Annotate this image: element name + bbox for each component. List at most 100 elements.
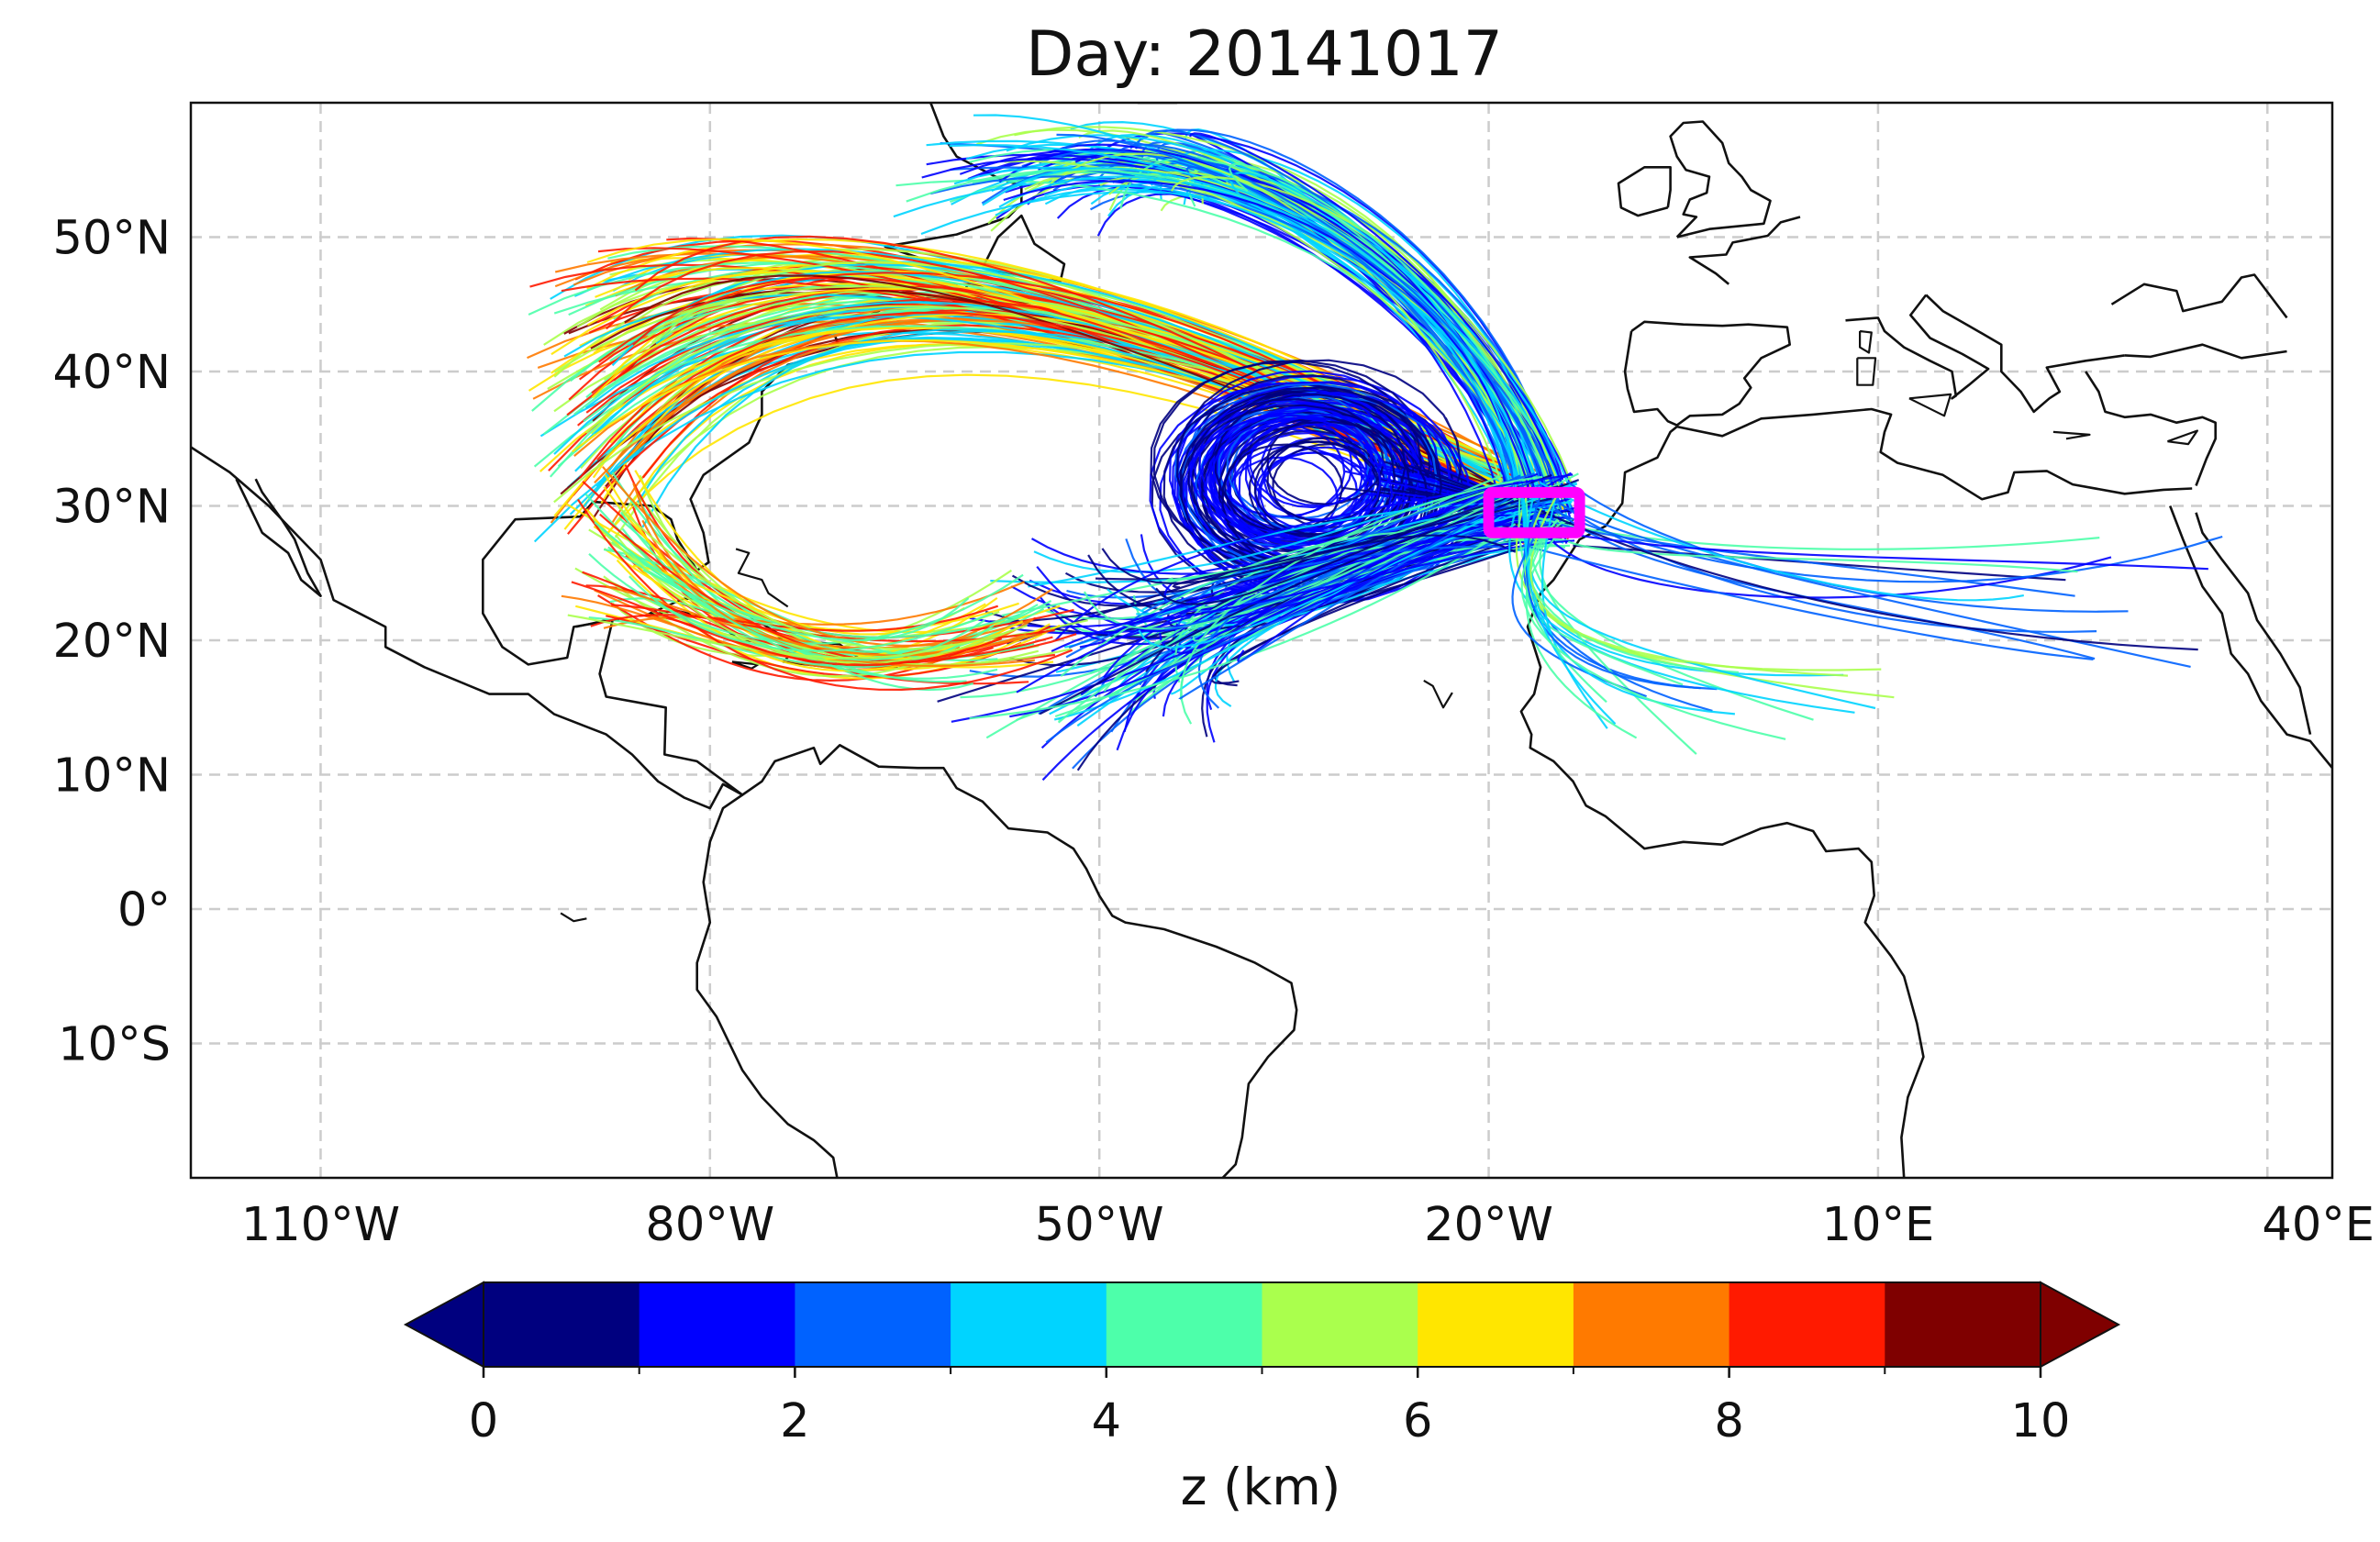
iberia-coast bbox=[1623, 320, 1791, 427]
galapagos-islands bbox=[560, 912, 587, 923]
trajectories bbox=[527, 114, 2223, 782]
trajectory-loop bbox=[1224, 443, 1541, 533]
sicily-island bbox=[1908, 393, 1952, 417]
latitude-tick-labels: 50°N 40°N 30°N 20°N 10°N 0° 10°S bbox=[52, 212, 171, 1072]
britain-coast bbox=[1669, 120, 1772, 239]
lat-tick-label: 50°N bbox=[52, 212, 171, 266]
lat-tick-label: 40°N bbox=[52, 346, 171, 400]
lat-tick-label: 20°N bbox=[52, 615, 171, 669]
map-panel[interactable]: 110°W 80°W 50°W 20°W 10°E 40°E 50°N 40°N 30°N 20… bbox=[52, 76, 2374, 1252]
colorbar-bin bbox=[484, 1282, 640, 1367]
trajectory-northern-arc bbox=[949, 143, 1518, 495]
trajectory-caribbean bbox=[628, 575, 993, 652]
trajectory-westerly bbox=[553, 284, 1553, 501]
trajectory-caribbean bbox=[602, 466, 1007, 647]
cyprus-island bbox=[2167, 429, 2198, 446]
colorbar-bin bbox=[1418, 1282, 1574, 1367]
trajectory-southward bbox=[1520, 529, 1786, 740]
colorbar-bin bbox=[1262, 1282, 1418, 1367]
trajectory-tradewind bbox=[969, 539, 1575, 628]
cape-verde-islands bbox=[1423, 679, 1453, 709]
colorbar-label: z (km) bbox=[1181, 1458, 1341, 1516]
lon-tick-label: 20°W bbox=[1424, 1198, 1553, 1252]
trajectory-southward bbox=[1508, 511, 1855, 714]
lat-tick-label: 0° bbox=[117, 883, 171, 937]
trajectory-tradewind bbox=[1008, 510, 1517, 635]
trajectory-eastward bbox=[1539, 481, 2024, 602]
colorbar-bin bbox=[795, 1282, 951, 1367]
trajectory-eastward bbox=[1522, 544, 2094, 660]
bahamas-islands bbox=[735, 548, 789, 608]
map-title: Day: 20141017 bbox=[1026, 18, 1503, 91]
longitude-tick-labels: 110°W 80°W 50°W 20°W 10°E 40°E bbox=[241, 1198, 2374, 1252]
ireland-coast bbox=[1617, 166, 1672, 217]
arabia-coast bbox=[2195, 512, 2312, 735]
colorbar-tick-label: 6 bbox=[1403, 1394, 1432, 1448]
trajectory-southward bbox=[1526, 520, 1607, 704]
trajectory-tradewind bbox=[1060, 529, 1534, 678]
lon-tick-label: 10°E bbox=[1822, 1198, 1935, 1252]
trajectory-tradewind bbox=[1155, 485, 1559, 605]
lon-tick-label: 50°W bbox=[1035, 1198, 1164, 1252]
trajectory-southward bbox=[1540, 501, 1608, 729]
trajectory-caribbean bbox=[642, 569, 970, 642]
trajectory-tradewind bbox=[1151, 545, 1513, 621]
colorbar-tick-label: 10 bbox=[2011, 1394, 2071, 1448]
trajectory-southward bbox=[1529, 492, 1849, 677]
colorbar-tick-label: 4 bbox=[1092, 1394, 1121, 1448]
trajectory-eastward bbox=[1555, 500, 2191, 668]
trajectory-loop bbox=[1194, 398, 1541, 533]
jamaica-island bbox=[731, 660, 760, 670]
red-sea-coast bbox=[2168, 505, 2332, 770]
colorbar-tick-label: 8 bbox=[1714, 1394, 1743, 1448]
balkans-greece-coast bbox=[1925, 294, 2125, 414]
black-sea-north-coast bbox=[2110, 273, 2288, 319]
trajectory-northern-arc bbox=[929, 175, 1558, 519]
trajectory-northern-arc bbox=[1228, 162, 1560, 527]
trajectory-northern-arc bbox=[1049, 143, 1540, 508]
trajectory-caribbean bbox=[576, 498, 1073, 692]
colorbar-bin bbox=[1106, 1282, 1262, 1367]
trajectory-loop bbox=[1249, 416, 1541, 514]
lon-tick-label: 80°W bbox=[645, 1198, 774, 1252]
turkey-black-sea-coast bbox=[2124, 343, 2287, 360]
trajectory-northern-arc bbox=[1006, 167, 1568, 500]
lat-tick-label: 30°N bbox=[52, 481, 171, 535]
colorbar: 0 2 4 6 8 10 bbox=[403, 1281, 2121, 1448]
colorbar-tick-label: 0 bbox=[469, 1394, 498, 1448]
trajectory-southward bbox=[1525, 518, 1638, 739]
trajectory-tradewind bbox=[969, 523, 1517, 720]
france-uk-coast bbox=[1688, 216, 1801, 285]
lon-tick-label: 110°W bbox=[241, 1198, 400, 1252]
trajectory-northern-arc bbox=[1189, 132, 1568, 497]
trajectory-eastward bbox=[1534, 506, 2198, 651]
trajectory-tradewind bbox=[1038, 500, 1520, 716]
trajectory-northern-arc bbox=[1185, 165, 1520, 502]
trajectory-tradewind bbox=[1178, 490, 1521, 700]
trajectory-caribbean bbox=[588, 616, 995, 669]
colorbar-bin bbox=[951, 1282, 1107, 1367]
trajectory-loop bbox=[1259, 451, 1541, 537]
colorbar-bin bbox=[1573, 1282, 1730, 1367]
colorbar-bin bbox=[1885, 1282, 2041, 1367]
trajectory-northern-arc bbox=[1062, 139, 1545, 497]
turkey-coast bbox=[2085, 371, 2217, 486]
lat-tick-label: 10°N bbox=[52, 749, 171, 804]
colorbar-tick-label: 2 bbox=[780, 1394, 809, 1448]
trajectory-tradewind bbox=[1039, 496, 1554, 716]
trajectory-caribbean bbox=[606, 615, 1022, 678]
trajectory-tradewind bbox=[1101, 534, 1517, 585]
lat-tick-label: 10°S bbox=[58, 1018, 171, 1072]
trajectory-tradewind bbox=[1054, 473, 1574, 642]
sardinia-island bbox=[1856, 357, 1877, 386]
trajectory-caribbean bbox=[615, 534, 1018, 664]
north-africa-mediterranean-coast bbox=[1676, 407, 2193, 501]
source-region-box bbox=[1483, 486, 1585, 538]
trajectory-northern-arc bbox=[1129, 128, 1565, 502]
colorbar-bin bbox=[639, 1282, 795, 1367]
trajectory-tradewind bbox=[1180, 475, 1543, 725]
trajectory-loop bbox=[1209, 416, 1541, 545]
crete-island bbox=[2052, 430, 2091, 440]
trajectory-caribbean bbox=[571, 581, 1003, 667]
south-america-coast bbox=[741, 743, 1298, 1178]
